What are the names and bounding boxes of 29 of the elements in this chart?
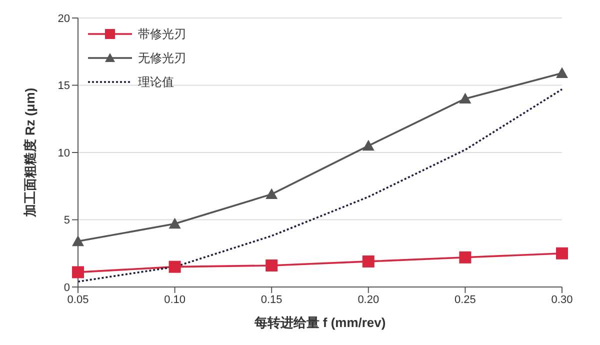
y-axis-title: 加工面粗糙度 Rz (μm) — [22, 88, 38, 218]
point — [266, 259, 278, 272]
x-tick-label: 0.05 — [67, 294, 89, 306]
y-tick-label: 15 — [58, 80, 70, 92]
point — [266, 188, 278, 199]
legend-label: 无修光刃 — [138, 50, 186, 66]
x-axis-title: 每转进给量 f (mm/rev) — [253, 315, 386, 330]
point — [459, 251, 472, 264]
point — [459, 92, 472, 104]
y-tick-label: 10 — [58, 147, 70, 160]
x-tick-label: 0.10 — [164, 294, 186, 306]
x-tick-label: 0.15 — [260, 294, 282, 306]
point — [168, 218, 181, 229]
point — [168, 260, 181, 273]
y-tick-label: 0 — [64, 282, 70, 294]
point — [72, 266, 84, 278]
line-series — [77, 88, 563, 283]
point — [362, 140, 374, 151]
point — [362, 255, 374, 268]
legend-label: 理论值 — [138, 74, 174, 90]
x-tick-label: 0.25 — [454, 294, 476, 306]
point — [556, 67, 568, 78]
y-tick-label: 5 — [64, 214, 70, 227]
point — [556, 247, 568, 260]
legend-label: 带修光刃 — [138, 26, 186, 42]
point — [72, 235, 84, 246]
y-tick-label: 20 — [58, 12, 70, 25]
x-tick-label: 0.30 — [551, 294, 573, 306]
x-tick-label: 0.20 — [358, 294, 380, 306]
